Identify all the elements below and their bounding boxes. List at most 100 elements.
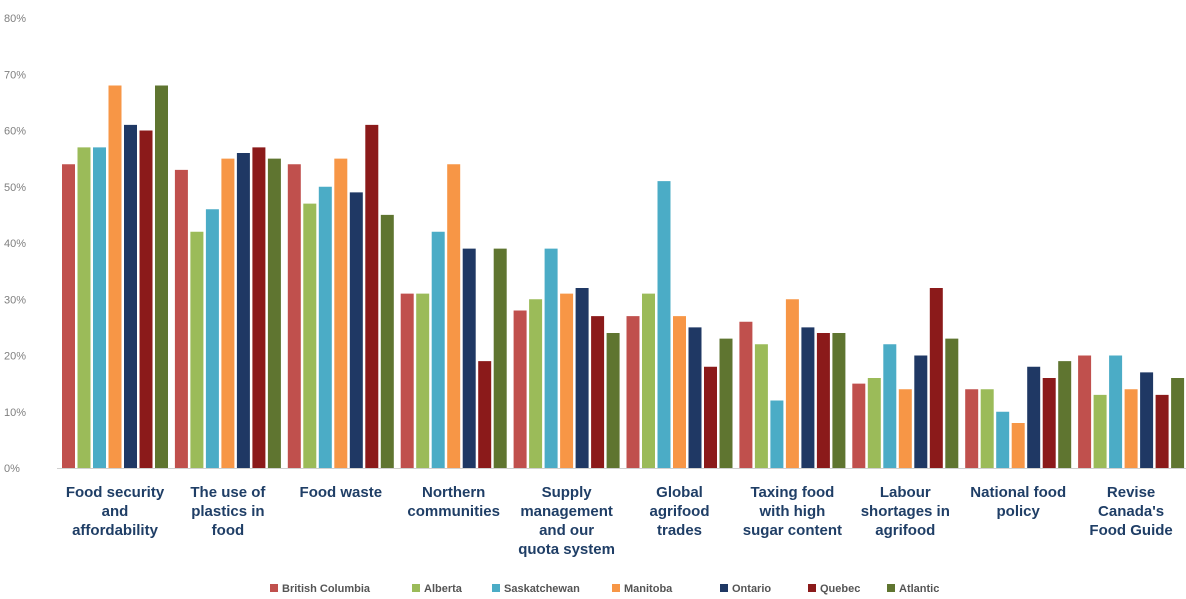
- category-label: management: [520, 503, 613, 520]
- y-tick-label: 30%: [4, 294, 26, 306]
- bar: [867, 378, 881, 468]
- bar: [642, 293, 655, 468]
- category-label: Taxing food: [750, 484, 834, 501]
- bar: [334, 158, 348, 468]
- bar: [205, 209, 219, 468]
- y-tick-label: 40%: [4, 238, 26, 250]
- bar-layer: [62, 85, 1185, 468]
- bar: [252, 147, 266, 468]
- legend-swatch: [270, 584, 278, 592]
- category-label: National food: [970, 484, 1066, 501]
- bar: [996, 411, 1010, 468]
- bar: [124, 124, 137, 468]
- bar: [93, 147, 106, 468]
- category-label: affordability: [72, 522, 158, 539]
- legend-swatch: [887, 584, 895, 592]
- category-label: trades: [657, 522, 702, 539]
- bar: [318, 186, 332, 468]
- bar: [1042, 378, 1056, 468]
- category-label: and our: [539, 522, 594, 539]
- category-label: agrifood: [875, 522, 935, 539]
- category-label: quota system: [518, 541, 615, 558]
- y-tick-label: 80%: [4, 13, 26, 25]
- bar: [785, 299, 799, 468]
- bar: [1078, 355, 1092, 468]
- bar: [832, 333, 846, 468]
- bar: [1027, 366, 1041, 468]
- legend-swatch: [808, 584, 816, 592]
- category-label: The use of: [190, 484, 266, 501]
- bar: [1124, 389, 1138, 468]
- bar: [754, 344, 768, 468]
- legend-swatch: [492, 584, 500, 592]
- bar: [1058, 361, 1072, 468]
- category-label: communities: [407, 503, 500, 520]
- category-label: Revise: [1107, 484, 1155, 501]
- category-label: Labour: [880, 484, 931, 501]
- bar: [236, 153, 250, 468]
- legend-label: British Columbia: [282, 583, 371, 595]
- bar: [77, 147, 91, 468]
- category-label: Food security: [66, 484, 165, 501]
- category-label: agrifood: [650, 503, 710, 520]
- bar: [591, 316, 605, 468]
- bar: [1109, 355, 1123, 468]
- category-label: Food waste: [300, 484, 383, 501]
- bar: [606, 333, 620, 468]
- bar: [513, 310, 527, 468]
- legend-label: Saskatchewan: [504, 583, 580, 595]
- bar: [303, 203, 317, 468]
- category-label: Supply: [542, 484, 593, 501]
- bar: [493, 248, 507, 468]
- bar: [1155, 394, 1169, 468]
- bar: [1140, 372, 1154, 468]
- y-tick-label: 60%: [4, 126, 26, 138]
- legend-label: Manitoba: [624, 583, 673, 595]
- bar: [174, 169, 188, 468]
- bar: [1171, 378, 1185, 468]
- bar: [365, 124, 379, 468]
- y-tick-label: 20%: [4, 351, 26, 363]
- bar: [62, 164, 75, 468]
- bar: [560, 293, 574, 468]
- bar: [1093, 394, 1107, 468]
- legend-label: Alberta: [424, 583, 463, 595]
- bar: [883, 344, 897, 468]
- category-label: Northern: [422, 484, 485, 501]
- y-tick-label: 10%: [4, 407, 26, 419]
- bar: [190, 231, 204, 468]
- category-label: Food Guide: [1089, 522, 1172, 539]
- category-label: Global: [656, 484, 703, 501]
- bar: [688, 327, 702, 468]
- bar: [544, 248, 558, 468]
- bar: [380, 214, 394, 468]
- category-label: Canada's: [1098, 503, 1164, 520]
- y-tick-label: 70%: [4, 69, 26, 81]
- bar: [462, 248, 476, 468]
- bar: [945, 338, 959, 468]
- legend-label: Ontario: [732, 583, 771, 595]
- category-label: plastics in: [191, 503, 264, 520]
- bar: [575, 288, 589, 468]
- legend-swatch: [612, 584, 620, 592]
- bar: [626, 316, 640, 468]
- bar: [416, 293, 430, 468]
- bar: [155, 85, 168, 468]
- bar: [914, 355, 928, 468]
- bar: [816, 333, 830, 468]
- bar: [221, 158, 235, 468]
- category-label: food: [212, 522, 244, 539]
- bar: [478, 361, 492, 468]
- bar: [739, 321, 753, 468]
- bar: [657, 181, 671, 468]
- bar: [400, 293, 414, 468]
- y-tick-label: 0%: [4, 463, 20, 475]
- bar: [673, 316, 686, 468]
- legend-label: Quebec: [820, 583, 860, 595]
- bar: [801, 327, 815, 468]
- legend-label: Atlantic: [899, 583, 939, 595]
- legend-swatch: [720, 584, 728, 592]
- bar: [704, 366, 717, 468]
